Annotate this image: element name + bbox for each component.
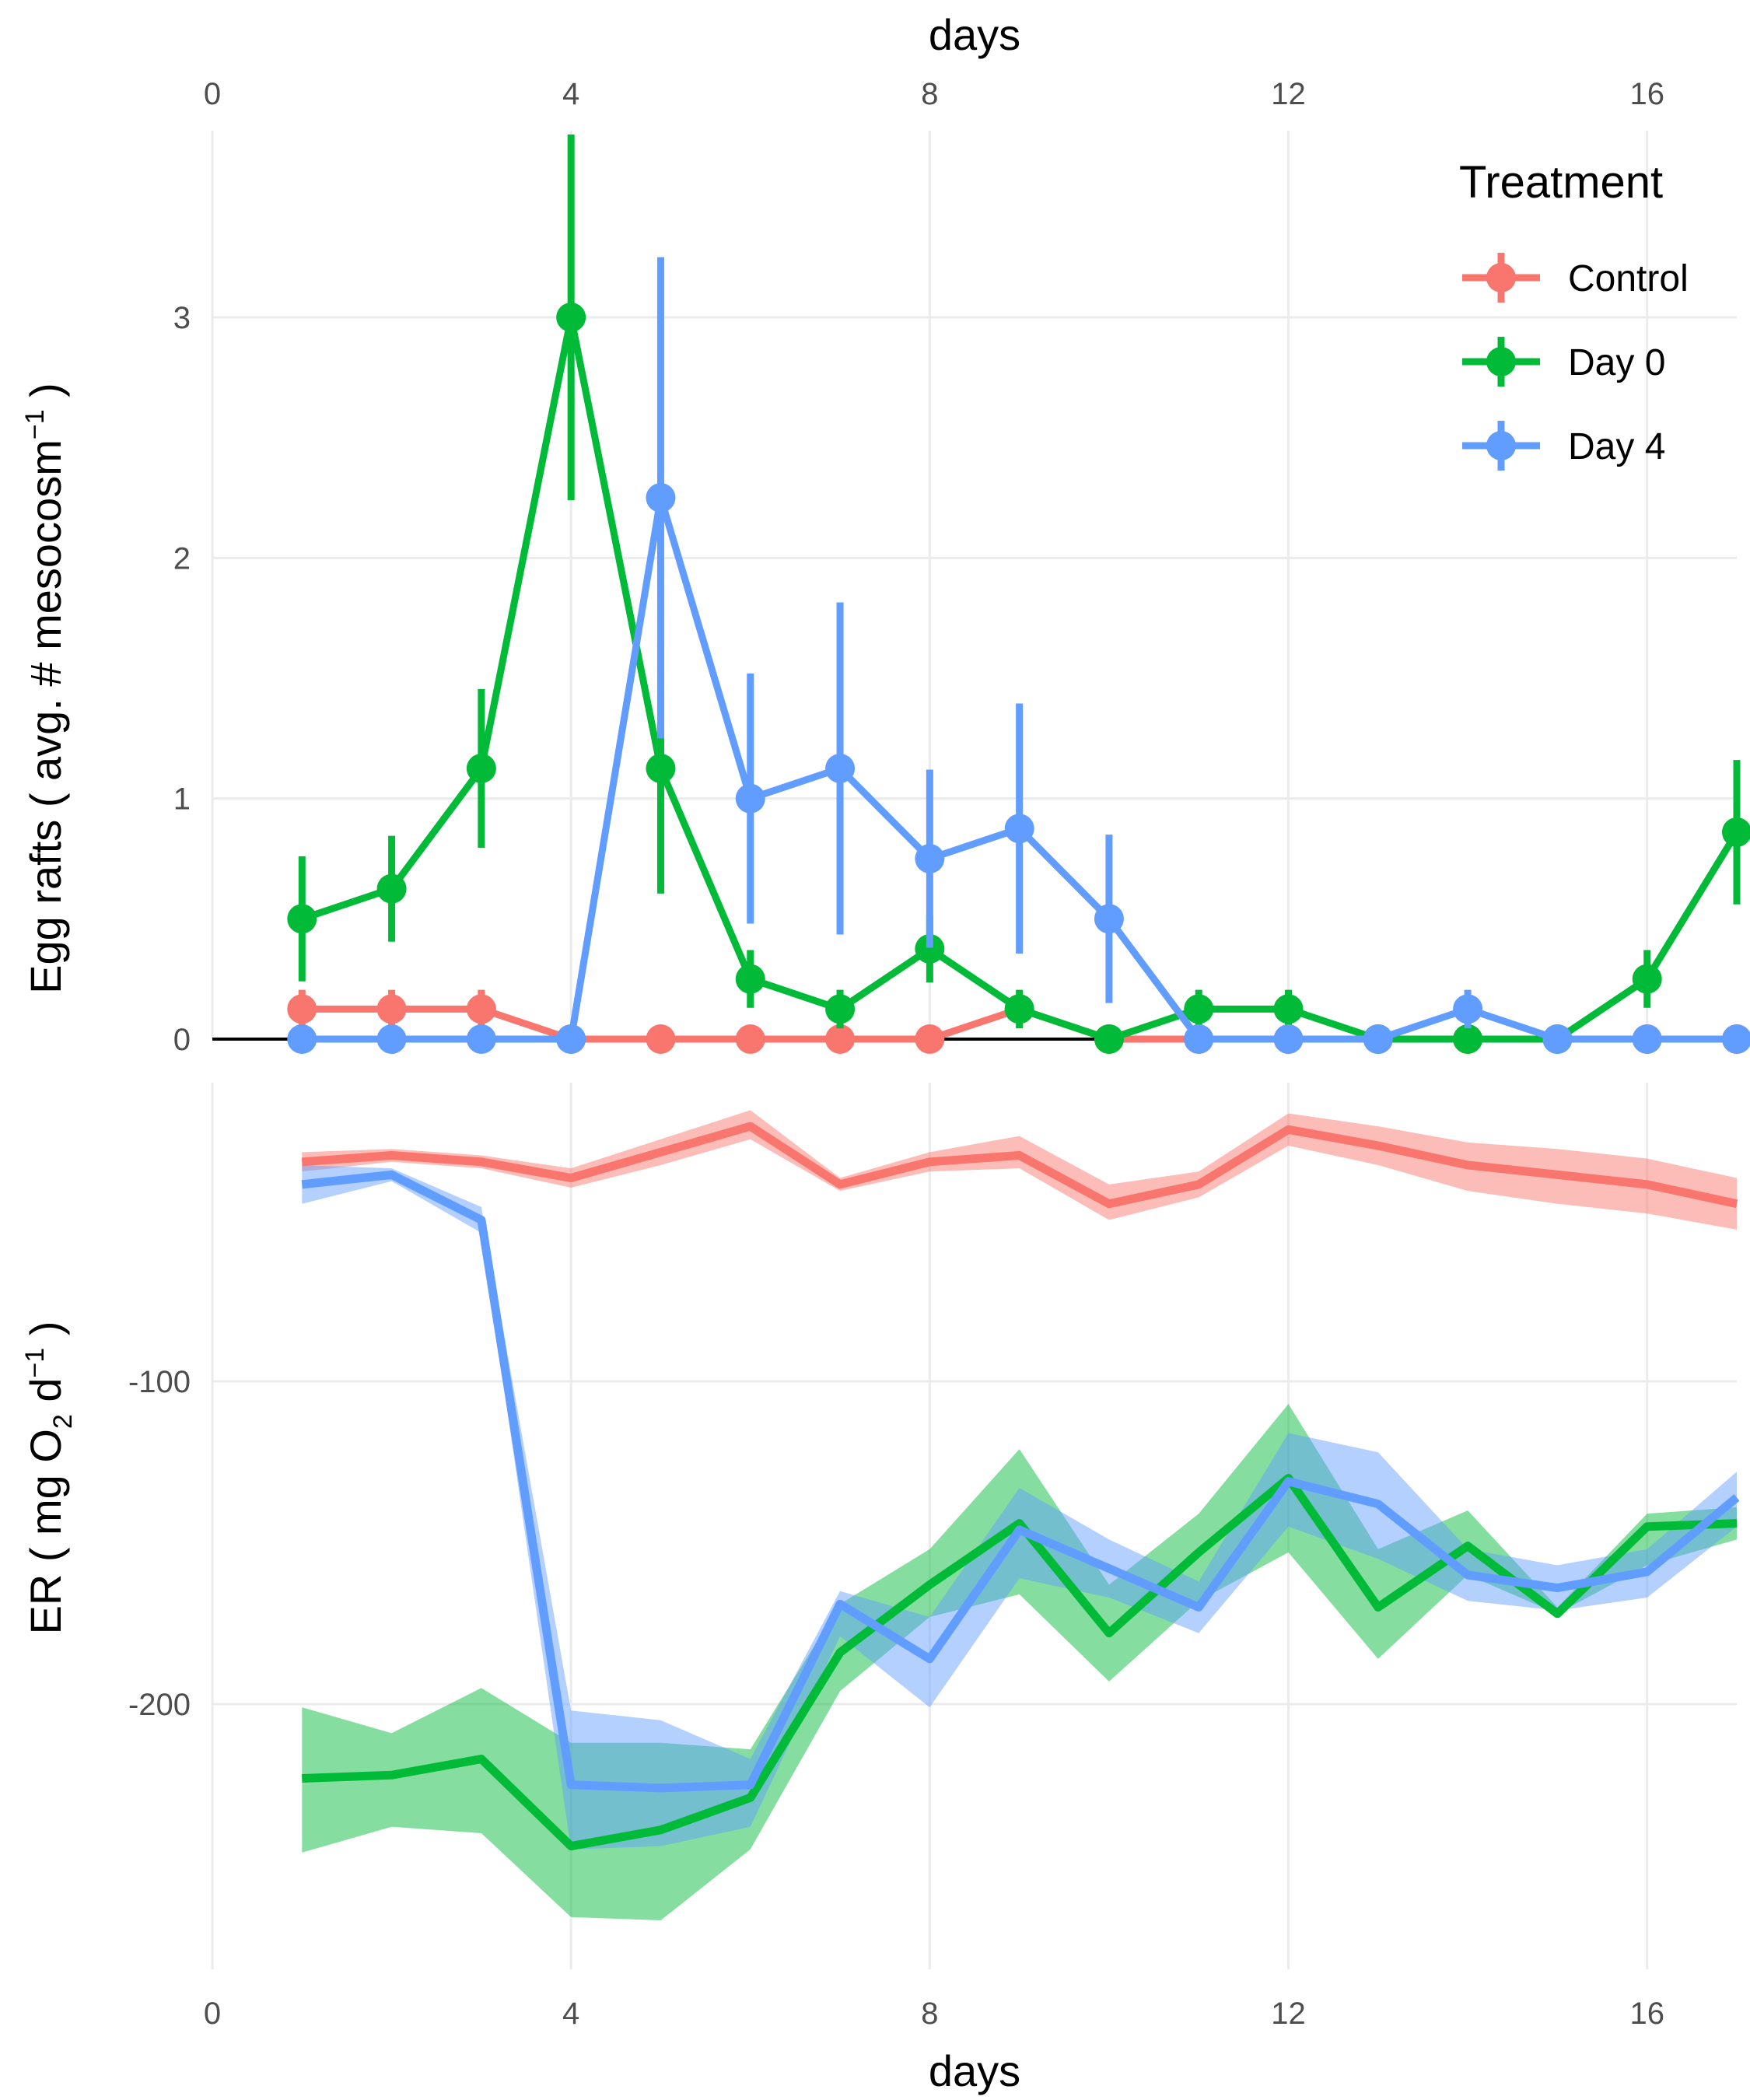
data-point xyxy=(825,1024,856,1054)
data-point xyxy=(466,994,496,1024)
legend-key-point xyxy=(1486,431,1516,460)
data-point xyxy=(1094,1024,1124,1054)
data-point xyxy=(825,994,856,1024)
data-point xyxy=(1453,994,1483,1024)
bottom-x-tick-label: 8 xyxy=(921,1997,938,2031)
data-point xyxy=(646,483,676,513)
legend-item-day-4: Day 4 xyxy=(1462,421,1665,471)
legend-label: Day 4 xyxy=(1568,426,1665,467)
data-point xyxy=(735,964,765,994)
bottom-y-tick-label: -100 xyxy=(128,1365,191,1399)
data-point xyxy=(646,1024,676,1054)
legend: Treatment Control Day 0 Day 4 xyxy=(1459,157,1689,471)
data-point xyxy=(1453,1024,1483,1054)
ribbon-day-4 xyxy=(302,1164,1737,1850)
bottom-x-tick-label: 4 xyxy=(562,1997,579,2031)
er-y-axis-title: ER ( mg O2 d−1 ) xyxy=(20,1321,78,1634)
data-point xyxy=(1004,994,1034,1024)
bottom-x-tick-label: 12 xyxy=(1271,1997,1306,2031)
data-point xyxy=(825,754,856,783)
data-point xyxy=(646,754,676,783)
top-y-tick-label: 1 xyxy=(173,782,191,817)
legend-item-day-0: Day 0 xyxy=(1462,337,1665,387)
egg-rafts-series-day-4 xyxy=(287,257,1750,1054)
top-x-tick-label: 8 xyxy=(921,77,938,111)
data-point xyxy=(1632,964,1662,994)
legend-key-point xyxy=(1486,347,1516,376)
bottom-x-tick-label: 0 xyxy=(204,1997,221,2031)
data-point xyxy=(1542,1024,1573,1054)
legend-title: Treatment xyxy=(1459,157,1663,208)
data-point xyxy=(735,783,765,814)
top-y-tick-label: 3 xyxy=(173,301,191,335)
legend-label: Control xyxy=(1568,258,1689,299)
data-point xyxy=(1363,1024,1393,1054)
data-point xyxy=(915,844,945,873)
legend-key-point xyxy=(1486,263,1516,292)
data-point xyxy=(735,1024,765,1054)
er-panel: 0 4 8 12 16 -100 -200 xyxy=(128,1083,1740,2031)
data-point xyxy=(376,994,407,1024)
er-line-control xyxy=(301,1122,1738,1209)
ribbon-day-0 xyxy=(302,1404,1737,1921)
top-x-tick-label: 12 xyxy=(1271,77,1306,111)
top-y-tick-label: 0 xyxy=(173,1023,191,1057)
bottom-y-tick-label: -200 xyxy=(128,1688,191,1722)
data-point xyxy=(1184,1024,1214,1054)
data-point xyxy=(556,303,586,332)
top-x-tick-label: 16 xyxy=(1629,77,1664,111)
data-point xyxy=(376,1024,407,1054)
data-point xyxy=(1094,904,1124,934)
data-point xyxy=(1004,814,1034,844)
data-point xyxy=(376,873,407,904)
legend-item-control: Control xyxy=(1462,253,1689,303)
data-point xyxy=(1273,1024,1304,1054)
data-point xyxy=(466,754,496,783)
egg-rafts-y-axis-title: Egg rafts ( avg. # mesocosm−1 ) xyxy=(20,383,70,994)
bottom-x-axis-title: days xyxy=(929,2046,1020,2095)
legend-label: Day 0 xyxy=(1568,342,1665,383)
data-point xyxy=(915,934,945,964)
data-point xyxy=(1722,817,1750,847)
er-line-day-4 xyxy=(301,1170,1740,1793)
bottom-x-tick-label: 16 xyxy=(1629,1997,1664,2031)
top-x-tick-label: 4 xyxy=(562,77,579,111)
data-point xyxy=(287,994,317,1024)
data-point xyxy=(466,1024,496,1054)
egg-rafts-series-day-0 xyxy=(287,134,1750,1054)
top-x-tick-label: 0 xyxy=(204,77,221,111)
top-y-tick-label: 2 xyxy=(173,541,191,576)
data-point xyxy=(556,1024,586,1054)
er-line-day-0 xyxy=(302,1474,1738,1851)
top-x-axis-title: days xyxy=(929,10,1020,59)
data-point xyxy=(1722,1024,1750,1054)
data-point xyxy=(287,904,317,934)
data-point xyxy=(1184,994,1214,1024)
data-point xyxy=(287,1024,317,1054)
data-point xyxy=(915,1024,945,1054)
ribbon-control xyxy=(302,1110,1737,1230)
data-point xyxy=(1632,1024,1662,1054)
data-point xyxy=(1273,994,1304,1024)
